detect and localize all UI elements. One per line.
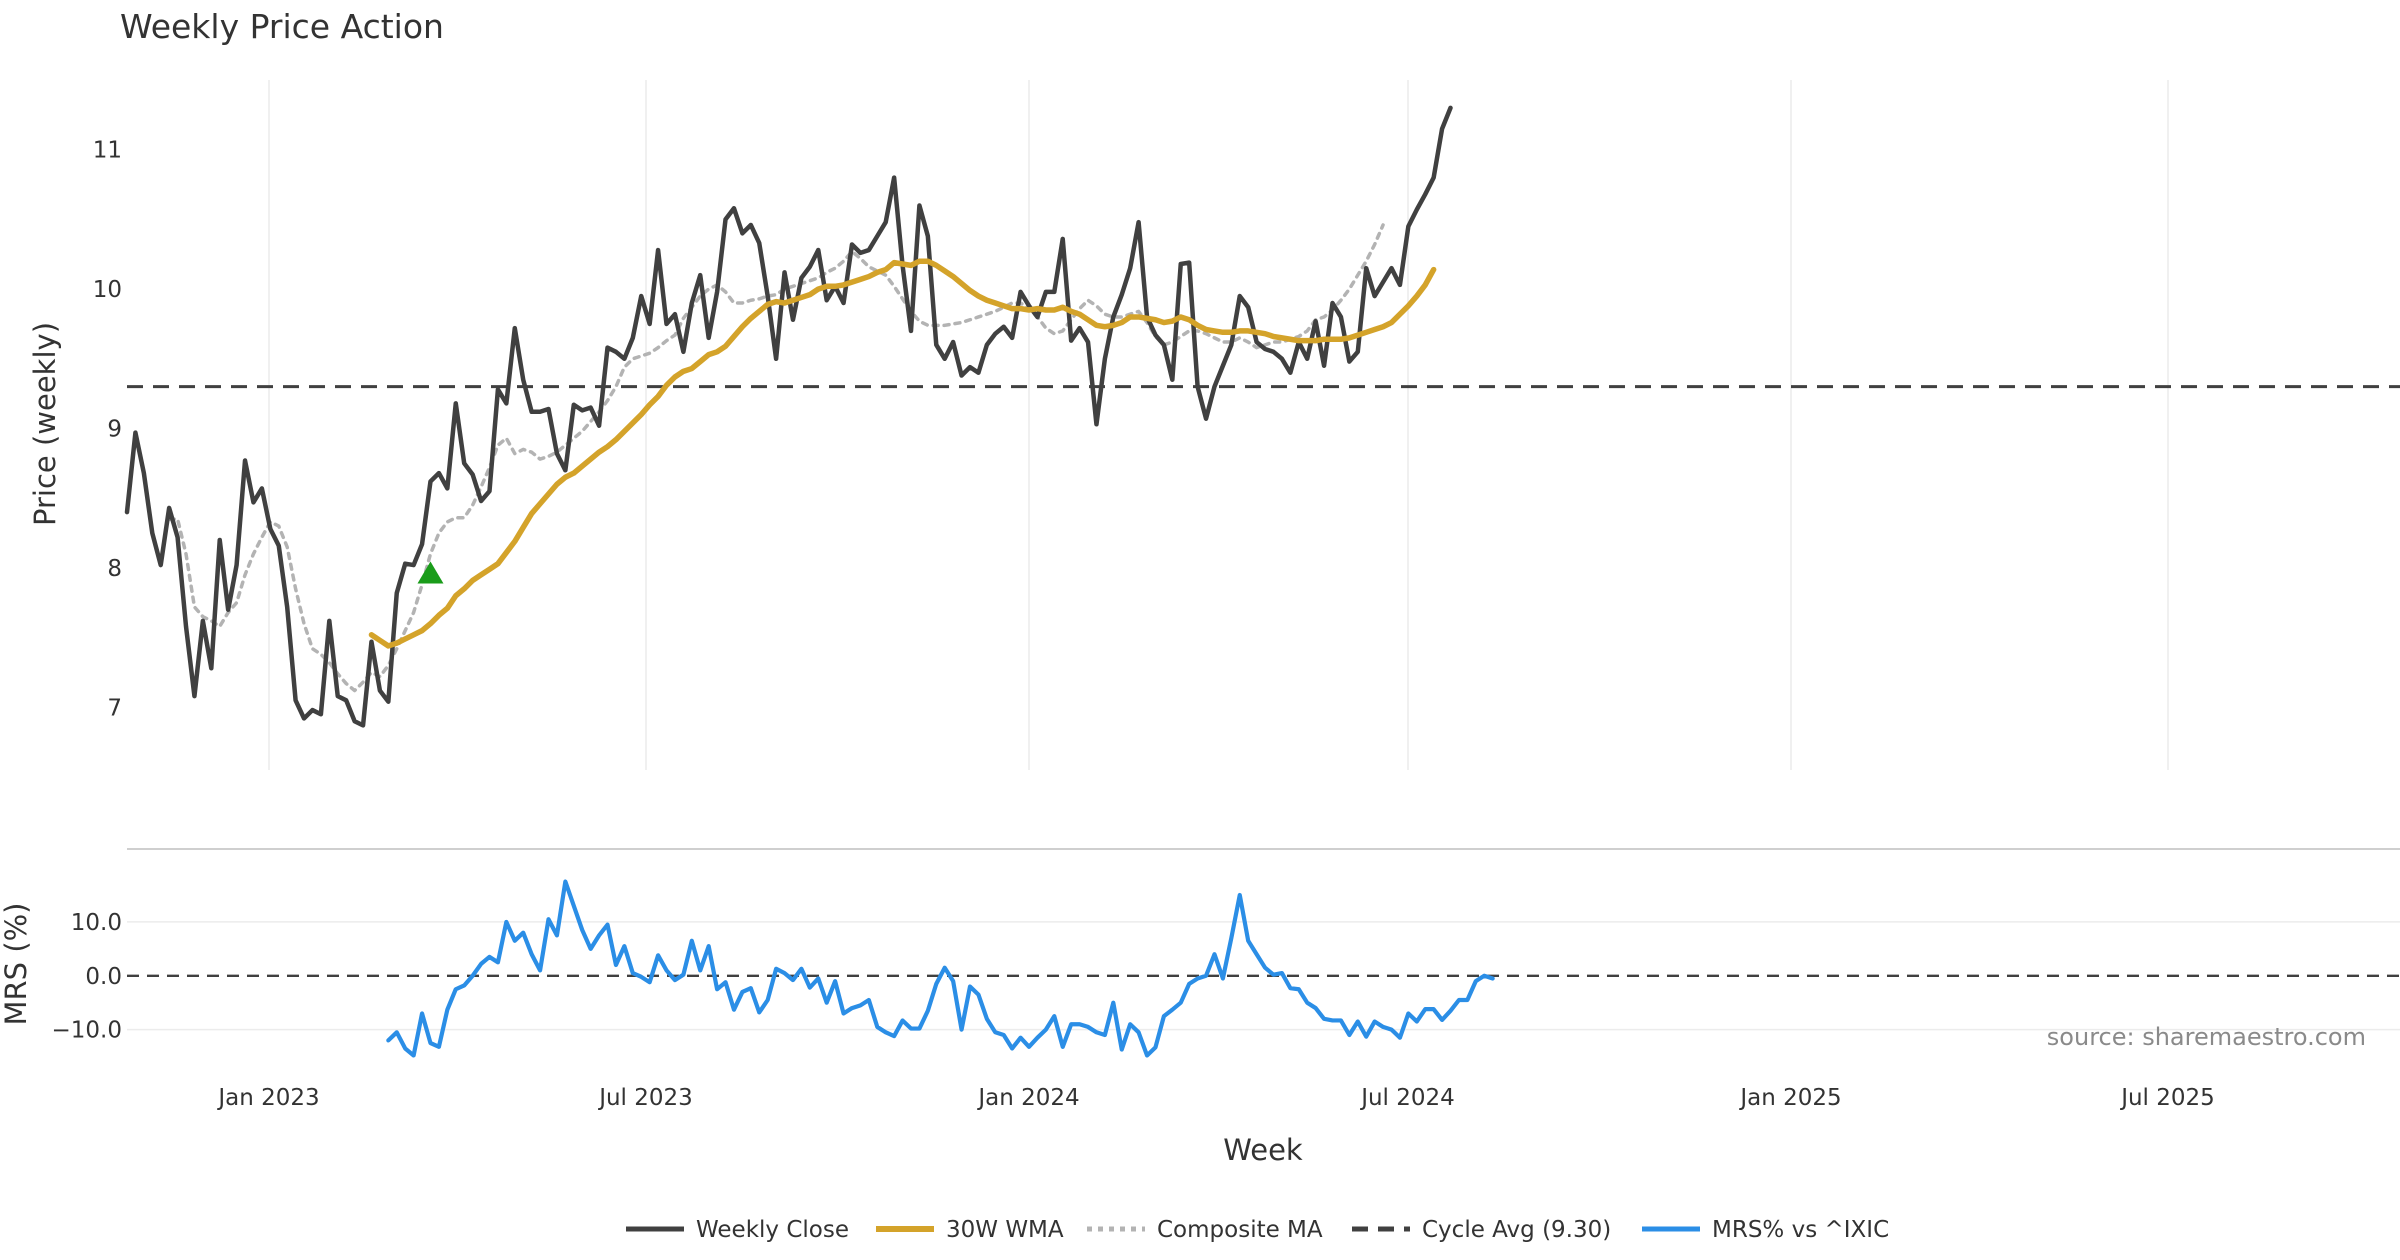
x-tick-3: Jul 2024	[1359, 1085, 1455, 1111]
price-y-tick-3: 10	[93, 277, 122, 303]
series-weekly-close	[124, 105, 1453, 728]
price-y-tick-2: 9	[107, 416, 122, 442]
price-gridlines	[268, 80, 2169, 770]
price-y-tick-labels: 7 8 9 10 11	[93, 138, 122, 722]
mrs-y-tick-2: −10.0	[52, 1018, 122, 1044]
mrs-y-axis-label: MRS (%)	[0, 903, 33, 1026]
legend-label-3: Cycle Avg (9.30)	[1422, 1217, 1611, 1243]
legend-label-4: MRS% vs ^IXIC	[1712, 1217, 1889, 1243]
mrs-y-tick-labels: 10.0 0.0 −10.0	[52, 910, 122, 1044]
price-y-tick-1: 8	[107, 556, 122, 582]
x-tick-labels: Jan 2023 Jul 2023 Jan 2024 Jul 2024 Jan 2025…	[216, 1085, 2214, 1111]
series-30w-wma	[368, 258, 1437, 649]
legend: Weekly Close 30W WMA Composite MA Cycle Avg…	[626, 1217, 1889, 1243]
buy-signal-marker	[417, 561, 444, 584]
x-tick-4: Jan 2025	[1738, 1085, 1841, 1111]
price-series-group	[124, 105, 1453, 728]
chart-title: Weekly Price Action	[120, 7, 444, 46]
mrs-y-tick-0: 10.0	[71, 910, 122, 936]
x-tick-5: Jul 2025	[2119, 1085, 2215, 1111]
source-note: source: sharemaestro.com	[2047, 1023, 2366, 1051]
legend-label-2: Composite MA	[1157, 1217, 1323, 1243]
series-composite-ma	[167, 223, 1385, 693]
mrs-series-group	[386, 879, 1495, 1058]
mrs-y-tick-1: 0.0	[85, 964, 122, 990]
x-tick-2: Jan 2024	[976, 1085, 1079, 1111]
price-y-axis-label: Price (weekly)	[28, 322, 62, 526]
x-axis-label: Week	[1223, 1133, 1303, 1167]
series-mrs	[386, 879, 1495, 1058]
legend-label-0: Weekly Close	[696, 1217, 849, 1243]
legend-label-1: 30W WMA	[946, 1217, 1064, 1243]
price-y-tick-0: 7	[107, 695, 122, 721]
x-tick-0: Jan 2023	[216, 1085, 319, 1111]
price-y-tick-4: 11	[93, 138, 122, 164]
x-tick-1: Jul 2023	[597, 1085, 693, 1111]
